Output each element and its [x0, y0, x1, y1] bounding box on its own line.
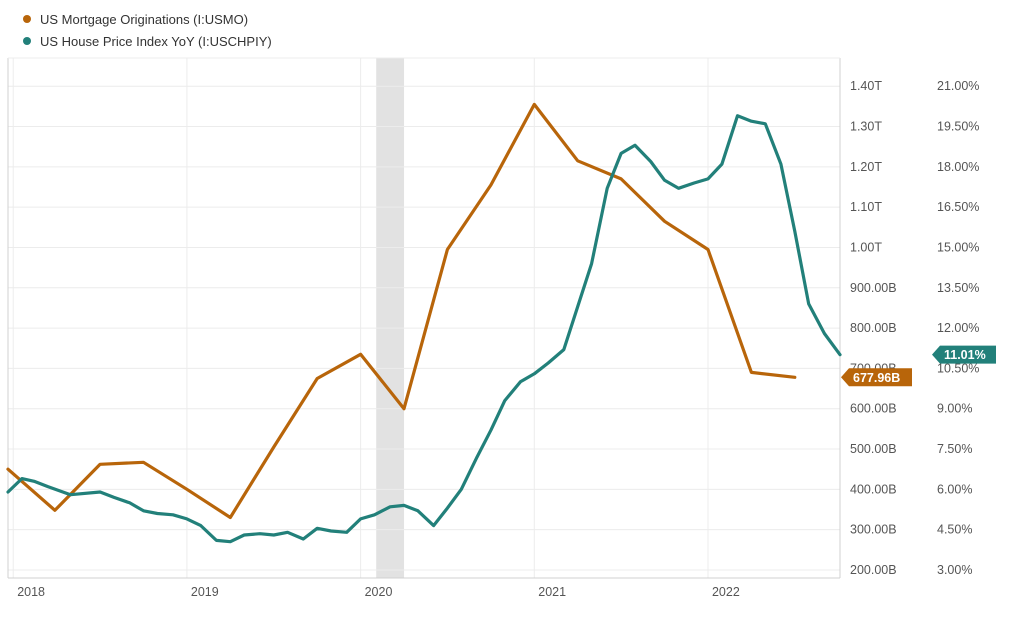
right-tick-label: 15.00% [937, 240, 979, 254]
right-tick-label: 9.00% [937, 402, 972, 416]
left-tick-label: 1.00T [850, 240, 882, 254]
right-y-axis: 3.00% 4.50% 6.00% 7.50% 9.00% 10.50% 12.00% 13.… [937, 79, 979, 577]
left-tick-label: 400.00B [850, 482, 897, 496]
left-tick-label: 1.30T [850, 120, 882, 134]
last-value-flags: 677.96B 11.01% [841, 345, 996, 387]
left-tick-label: 600.00B [850, 402, 897, 416]
shaded-period [376, 58, 405, 578]
right-tick-label: 13.50% [937, 281, 979, 295]
plot-frame [7, 57, 841, 579]
x-tick-label: 2022 [712, 585, 740, 599]
right-tick-label: 16.50% [937, 200, 979, 214]
x-tick-label: 2018 [17, 585, 45, 599]
x-tick-label: 2019 [191, 585, 219, 599]
left-tick-label: 800.00B [850, 321, 897, 335]
legend-swatch-mortgage [23, 15, 31, 23]
legend-swatch-hpi [23, 37, 31, 45]
left-y-axis: 200.00B300.00B400.00B500.00B600.00B700.0… [850, 79, 897, 577]
left-tick-label: 900.00B [850, 281, 897, 295]
last-value-label-mortgage: 677.96B [853, 371, 900, 385]
right-tick-label: 10.50% [937, 361, 979, 375]
last-value-flag-mortgage [841, 368, 912, 387]
legend-label-mortgage: US Mortgage Originations (I:USMO) [40, 11, 249, 27]
right-tick-label: 6.00% [937, 482, 972, 496]
right-tick-label: 4.50% [937, 523, 972, 537]
left-tick-label: 1.20T [850, 160, 882, 174]
shaded-period-layer [376, 58, 405, 578]
left-tick-label: 500.00B [850, 442, 897, 456]
left-tick-label: 300.00B [850, 523, 897, 537]
legend-item-mortgage-originations[interactable]: US Mortgage Originations (I:USMO) [23, 8, 272, 30]
legend: US Mortgage Originations (I:USMO) US Hou… [23, 8, 272, 52]
right-tick-label: 12.00% [937, 321, 979, 335]
x-tick-label: 2020 [365, 585, 393, 599]
series-line-house-price-index [6, 114, 842, 544]
series-layer [6, 102, 842, 544]
x-tick-label: 2021 [538, 585, 566, 599]
right-tick-label: 18.00% [937, 160, 979, 174]
last-value-label-hpi: 11.01% [944, 348, 986, 362]
left-tick-label: 1.40T [850, 79, 882, 93]
legend-label-hpi: US House Price Index YoY (I:USCHPIY) [40, 33, 272, 49]
right-tick-label: 7.50% [937, 442, 972, 456]
right-tick-label: 3.00% [937, 563, 972, 577]
x-axis: 2018 2019 2020 2021 2022 [17, 585, 740, 599]
right-tick-label: 21.00% [937, 79, 979, 93]
right-tick-label: 19.50% [937, 120, 979, 134]
grid-layer [8, 58, 840, 578]
series-line-mortgage-originations [6, 102, 797, 520]
last-value-flag-hpi [932, 345, 996, 364]
legend-item-house-price-index[interactable]: US House Price Index YoY (I:USCHPIY) [23, 30, 272, 52]
left-tick-label: 200.00B [850, 563, 897, 577]
left-tick-label: 1.10T [850, 200, 882, 214]
